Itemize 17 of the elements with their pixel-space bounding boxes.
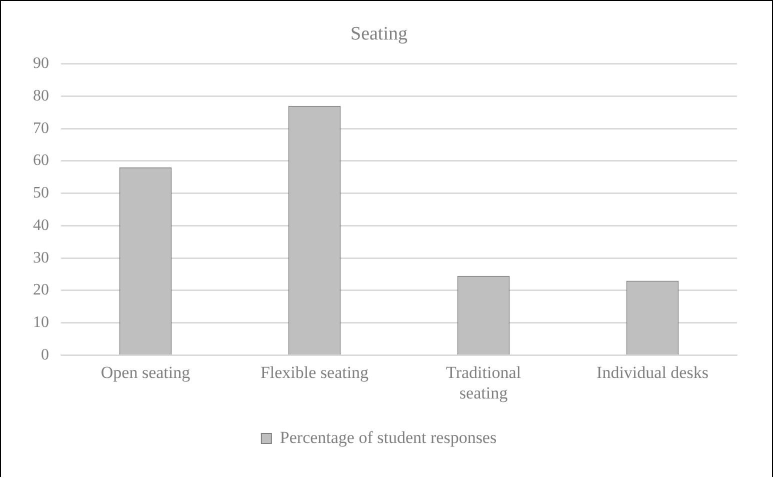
y-tick-label: 60 bbox=[33, 152, 49, 170]
category-label: seating bbox=[459, 383, 508, 402]
legend-label: Percentage of student responses bbox=[280, 428, 497, 447]
y-tick-label: 20 bbox=[33, 282, 49, 299]
y-tick-label: 0 bbox=[41, 346, 49, 364]
y-tick-label: 30 bbox=[33, 249, 49, 266]
y-tick-label: 90 bbox=[33, 55, 49, 72]
y-tick-label: 10 bbox=[33, 314, 49, 332]
x-tick-label: Flexible seating bbox=[260, 362, 370, 382]
chart-title: Seating bbox=[350, 23, 408, 44]
y-tick-label: 70 bbox=[33, 120, 49, 137]
y-tick-label: 40 bbox=[33, 216, 49, 234]
y-tick-label: 80 bbox=[33, 87, 49, 104]
category-label: Traditional bbox=[446, 362, 521, 382]
y-tick-label: 50 bbox=[33, 184, 49, 202]
x-tick-label: Open seating bbox=[100, 362, 191, 382]
x-tick-label: Individual desks bbox=[596, 362, 708, 382]
